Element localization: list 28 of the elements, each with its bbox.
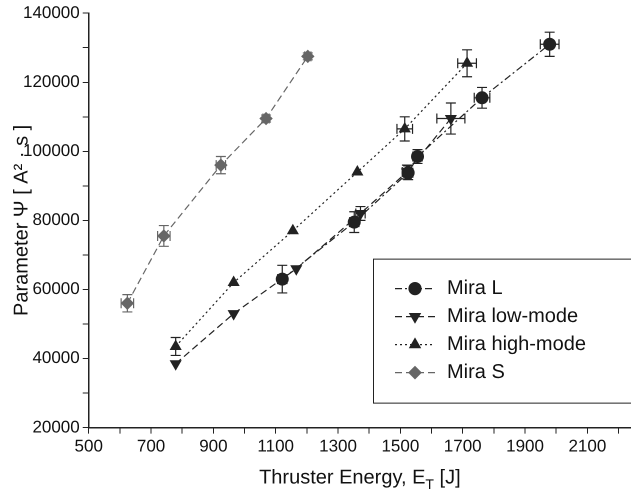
y-tick-label: 40000 [32,348,80,368]
x-tick-label: 2100 [568,436,606,456]
point [260,112,273,126]
legend-label: Mira S [447,361,505,384]
x-tick-label: 900 [199,436,228,456]
point [461,56,473,67]
legend-label: Mira low-mode [447,305,578,328]
point [352,166,364,176]
x-tick-label: 1700 [444,436,482,456]
point [290,265,302,276]
x-tick-label: 500 [74,436,103,456]
y-tick-label: 60000 [32,279,80,298]
point [399,122,410,132]
y-tick-label: 20000 [32,417,80,436]
legend-label: Mira L [447,277,503,300]
x-tick-label: 700 [136,436,166,456]
y-tick-label: 80000 [32,210,80,230]
legend-label: Mira high-mode [447,333,586,356]
point [543,38,556,51]
x-tick-label: 1100 [257,436,294,456]
y-tick-label: 140000 [22,2,80,22]
point [170,360,182,370]
x-tick-label: 1900 [506,436,544,456]
x-tick-label: 1500 [381,436,420,456]
x-tick-label: 1300 [319,436,357,456]
y-tick-label: 120000 [22,72,80,91]
point [228,310,240,320]
point [301,50,314,63]
